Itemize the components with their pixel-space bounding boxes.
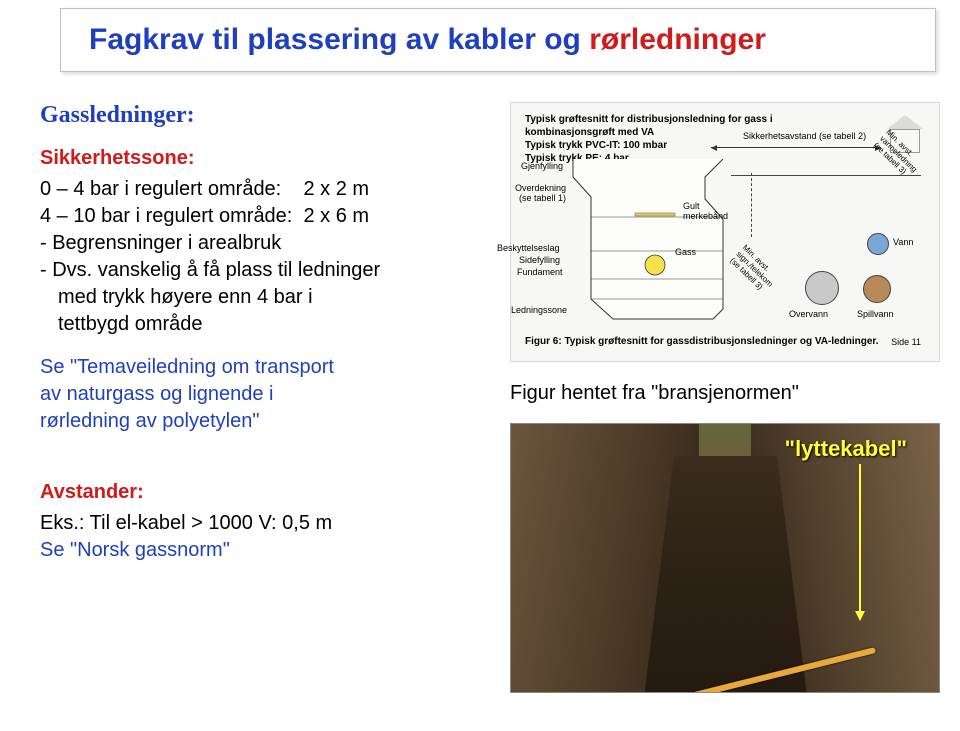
limit-3: med trykk høyere enn 4 bar i: [40, 286, 490, 309]
label-overdekning: Overdekning: [515, 183, 566, 193]
figure-side-label: Side 11: [891, 337, 921, 347]
see-line-1: Se "Temaveiledning om transport: [40, 354, 490, 381]
dashed-vertical: [751, 173, 752, 237]
page-title: Fagkrav til plassering av kabler og rørl…: [89, 23, 907, 57]
photo-trench: "lyttekabel": [510, 423, 940, 693]
arrow-horizontal: [711, 147, 881, 148]
figure-cross-section: Typisk grøftesnitt for distribusjonsledn…: [510, 102, 940, 362]
limit-2: - Dvs. vanskelig å få plass til ledninge…: [40, 259, 490, 282]
content-area: Gassledninger: Sikkerhetssone: 0 – 4 bar…: [0, 72, 960, 693]
pipe-overvann: [805, 271, 839, 305]
title-bar: Fagkrav til plassering av kabler og rørl…: [60, 8, 936, 72]
right-column: Typisk grøftesnitt for distribusjonsledn…: [510, 102, 940, 693]
label-vann: Vann: [893, 237, 913, 247]
title-part-1: Fagkrav til plassering av kabler og: [89, 23, 589, 56]
figure-title: Typisk grøftesnitt for distribusjonsledn…: [525, 113, 773, 165]
figure-title-l1: Typisk grøftesnitt for distribusjonsledn…: [525, 113, 773, 126]
figure-bottom-label: Figur 6: Typisk grøftesnitt for gassdist…: [525, 336, 879, 347]
avstander-line: Eks.: Til el-kabel > 1000 V: 0,5 m: [40, 512, 490, 535]
label-ledningssone: Ledningssone: [511, 305, 567, 315]
title-part-2: rørledninger: [589, 23, 766, 56]
sikker-row-1-a: 0 – 4 bar i regulert område:: [40, 178, 281, 200]
sikker-row-1-b: 2 x 2 m: [303, 178, 369, 200]
sikker-row-2-a: 4 – 10 bar i regulert område:: [40, 205, 292, 227]
trench-diagram: Gjenfylling Overdekning (se tabell 1) Be…: [563, 159, 735, 329]
figure-caption: Figur hentet fra "bransjenormen": [510, 382, 940, 405]
pipe-vann: [867, 233, 889, 255]
sikker-row-2-b: 2 x 6 m: [304, 205, 370, 227]
left-column: Gassledninger: Sikkerhetssone: 0 – 4 bar…: [40, 102, 490, 693]
lyttekabel-arrow: [859, 464, 861, 619]
pipe-spillvann: [863, 275, 891, 303]
pipe-group: Vann Overvann Spillvann: [771, 233, 921, 323]
limit-4: tettbygd område: [40, 313, 490, 336]
ground-line: [731, 175, 921, 176]
label-sidefylling: Sidefylling: [519, 255, 560, 265]
label-tabell1: (se tabell 1): [519, 193, 566, 203]
label-gass: Gass: [675, 247, 696, 257]
avstander-see: Se "Norsk gassnorm": [40, 539, 490, 562]
label-gult: Gult merkebånd: [683, 201, 735, 221]
label-fundament: Fundament: [517, 267, 563, 277]
caption-b: ": [792, 382, 799, 404]
limit-1: - Begrensninger i arealbruk: [40, 232, 490, 255]
heading-avstander: Avstander:: [40, 481, 490, 504]
label-beskyttelseslag: Beskyttelseslag: [497, 243, 559, 253]
label-gjenfylling: Gjenfylling: [521, 161, 563, 171]
label-overvann: Overvann: [789, 309, 828, 319]
heading-sikkerhetssone: Sikkerhetssone:: [40, 147, 490, 170]
figure-title-l2: kombinasjonsgrøft med VA: [525, 126, 773, 139]
subheading-gassledninger: Gassledninger:: [40, 102, 490, 129]
lyttekabel-label: "lyttekabel": [785, 436, 907, 462]
sikker-row-2: 4 – 10 bar i regulert område: 2 x 6 m: [40, 205, 490, 228]
sikker-row-1: 0 – 4 bar i regulert område: 2 x 2 m: [40, 178, 490, 201]
figure-title-l3: Typisk trykk PVC-IT: 100 mbar: [525, 139, 773, 152]
label-spillvann: Spillvann: [857, 309, 894, 319]
see-temaveiledning: Se "Temaveiledning om transport av natur…: [40, 354, 490, 435]
see-line-2: av naturgass og lignende i: [40, 381, 490, 408]
see-line-3: rørledning av polyetylen": [40, 408, 490, 435]
caption-a: Figur hentet fra "bransjenormen: [510, 382, 792, 404]
arrow-label-sikkerhet: Sikkerhetsavstand (se tabell 2): [743, 131, 866, 141]
